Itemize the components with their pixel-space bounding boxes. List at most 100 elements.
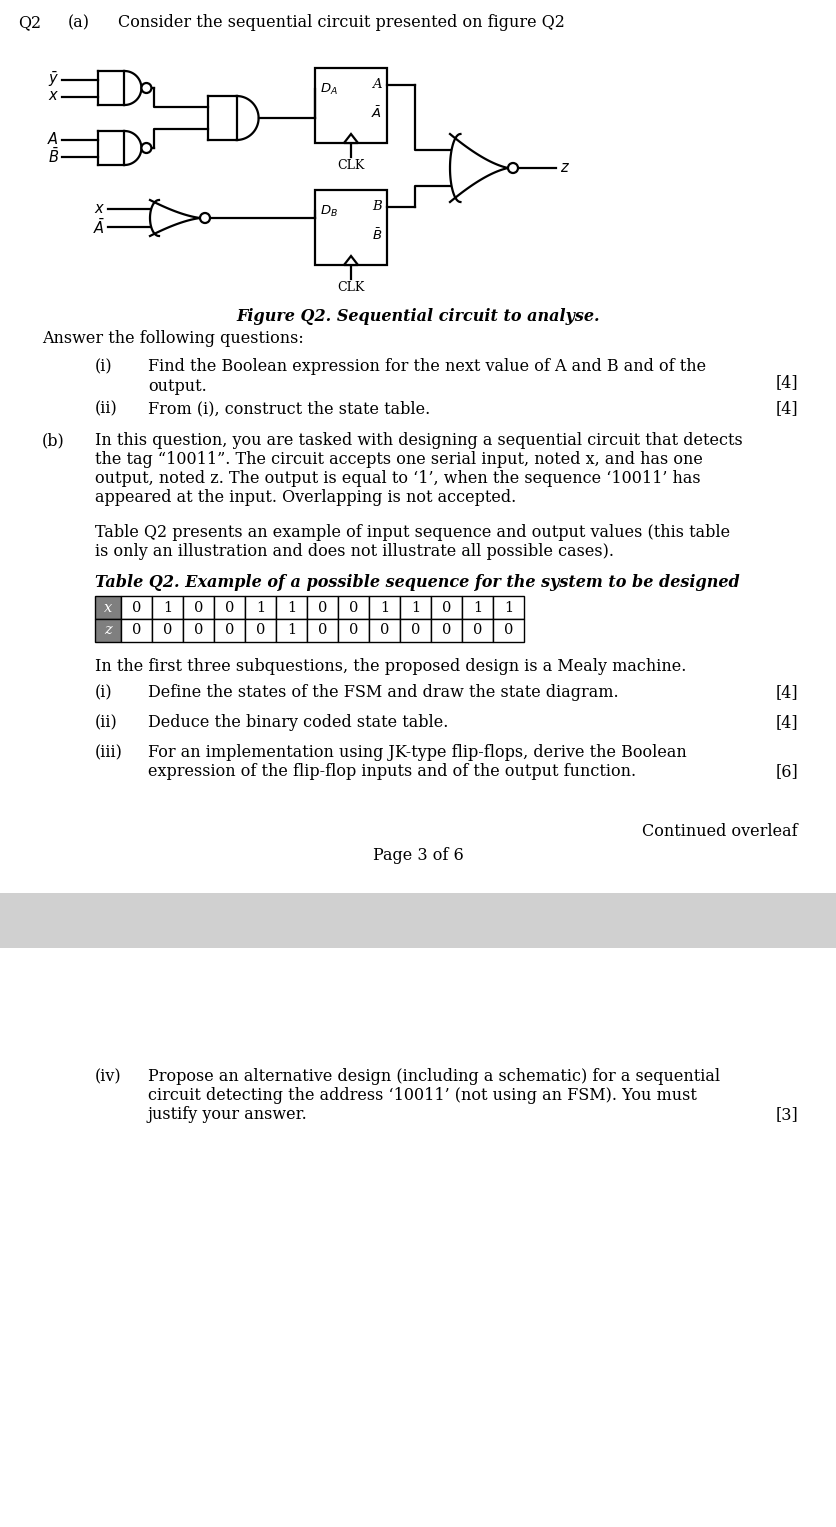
Text: output, noted z. The output is equal to ‘1’, when the sequence ‘10011’ has: output, noted z. The output is equal to …	[95, 470, 701, 487]
Text: Propose an alternative design (including a schematic) for a sequential: Propose an alternative design (including…	[148, 1067, 720, 1086]
Text: the tag “10011”. The circuit accepts one serial input, noted x, and has one: the tag “10011”. The circuit accepts one…	[95, 450, 703, 467]
Text: [6]: [6]	[775, 764, 798, 780]
Text: CLK: CLK	[337, 281, 364, 295]
Bar	[400, 618, 431, 641]
Text: A: A	[372, 78, 382, 92]
Bar	[431, 618, 462, 641]
Text: [4]: [4]	[775, 715, 798, 731]
Text: In this question, you are tasked with designing a sequential circuit that detect: In this question, you are tasked with de…	[95, 432, 742, 449]
Text: 0: 0	[349, 600, 358, 614]
Text: [4]: [4]	[775, 400, 798, 417]
Text: Table Q2. Example of a possible sequence for the system to be designed: Table Q2. Example of a possible sequence…	[95, 574, 740, 591]
Bar	[152, 596, 183, 618]
Bar	[431, 596, 462, 618]
Text: 0: 0	[318, 600, 327, 614]
Text: (b): (b)	[42, 432, 64, 449]
Text: appeared at the input. Overlapping is not accepted.: appeared at the input. Overlapping is no…	[95, 489, 517, 505]
Polygon shape	[344, 134, 358, 144]
Text: (a): (a)	[68, 14, 90, 31]
Text: Deduce the binary coded state table.: Deduce the binary coded state table.	[148, 715, 448, 731]
Text: (ii): (ii)	[95, 715, 118, 731]
Circle shape	[141, 82, 151, 93]
Text: 1: 1	[411, 600, 420, 614]
Text: Define the states of the FSM and draw the state diagram.: Define the states of the FSM and draw th…	[148, 684, 619, 701]
Text: $D_A$: $D_A$	[320, 81, 338, 96]
Text: (ii): (ii)	[95, 400, 118, 417]
Bar	[315, 69, 387, 144]
Text: For an implementation using JK-type flip-flops, derive the Boolean: For an implementation using JK-type flip…	[148, 744, 686, 760]
Text: 0: 0	[441, 623, 451, 637]
Circle shape	[141, 144, 151, 153]
Text: Q2: Q2	[18, 14, 41, 31]
Bar	[95, 618, 121, 641]
Text: (iv): (iv)	[95, 1067, 121, 1086]
Text: (i): (i)	[95, 684, 113, 701]
Text: Answer the following questions:: Answer the following questions:	[42, 330, 303, 347]
Text: $\bar{B}$: $\bar{B}$	[372, 228, 382, 243]
Text: 0: 0	[225, 623, 234, 637]
Text: $\bar{A}$: $\bar{A}$	[371, 105, 382, 121]
Bar	[338, 596, 369, 618]
Text: CLK: CLK	[337, 159, 364, 173]
Text: Consider the sequential circuit presented on figure Q2: Consider the sequential circuit presente…	[118, 14, 565, 31]
Text: Table Q2 presents an example of input sequence and output values (this table: Table Q2 presents an example of input se…	[95, 524, 730, 541]
Text: From (i), construct the state table.: From (i), construct the state table.	[148, 400, 431, 417]
Text: 1: 1	[504, 600, 513, 614]
Text: [4]: [4]	[775, 374, 798, 391]
Text: circuit detecting the address ‘10011’ (not using an FSM). You must: circuit detecting the address ‘10011’ (n…	[148, 1087, 697, 1104]
Text: 1: 1	[163, 600, 172, 614]
Bar	[245, 596, 276, 618]
Text: [3]: [3]	[775, 1106, 798, 1122]
Text: (i): (i)	[95, 357, 113, 376]
Text: B: B	[372, 200, 382, 212]
Bar	[276, 596, 307, 618]
Bar	[462, 596, 493, 618]
Text: 0: 0	[163, 623, 172, 637]
Text: 0: 0	[441, 600, 451, 614]
Bar	[245, 618, 276, 641]
Text: 0: 0	[225, 600, 234, 614]
Bar	[0, 893, 836, 948]
Bar	[276, 618, 307, 641]
Text: 0: 0	[504, 623, 513, 637]
Text: $z$: $z$	[560, 160, 570, 176]
Bar	[152, 618, 183, 641]
Text: 0: 0	[318, 623, 327, 637]
Text: 1: 1	[473, 600, 482, 614]
Bar	[369, 596, 400, 618]
Text: x: x	[104, 600, 112, 614]
Bar	[369, 618, 400, 641]
Text: $\bar{y}$: $\bar{y}$	[48, 70, 59, 89]
Text: Figure Q2. Sequential circuit to analyse.: Figure Q2. Sequential circuit to analyse…	[237, 308, 599, 325]
Text: In the first three subquestions, the proposed design is a Mealy machine.: In the first three subquestions, the pro…	[95, 658, 686, 675]
Text: $A$: $A$	[47, 131, 59, 148]
Text: Page 3 of 6: Page 3 of 6	[373, 847, 463, 864]
Bar	[307, 596, 338, 618]
Text: 0: 0	[194, 600, 203, 614]
Text: 0: 0	[132, 600, 141, 614]
Bar	[462, 618, 493, 641]
Bar	[493, 596, 524, 618]
Text: 0: 0	[132, 623, 141, 637]
Circle shape	[200, 212, 210, 223]
Text: (iii): (iii)	[95, 744, 123, 760]
Text: 1: 1	[380, 600, 389, 614]
Bar	[214, 596, 245, 618]
Bar	[121, 596, 152, 618]
Text: 0: 0	[473, 623, 482, 637]
Text: 0: 0	[380, 623, 390, 637]
Text: $\bar{B}$: $\bar{B}$	[48, 147, 59, 166]
Text: [4]: [4]	[775, 684, 798, 701]
Text: 1: 1	[287, 600, 296, 614]
Text: 1: 1	[256, 600, 265, 614]
Text: z: z	[104, 623, 112, 637]
Bar	[95, 596, 121, 618]
Text: is only an illustration and does not illustrate all possible cases).: is only an illustration and does not ill…	[95, 544, 614, 560]
Bar	[214, 618, 245, 641]
Bar	[493, 618, 524, 641]
Bar	[315, 189, 387, 266]
Text: 1: 1	[287, 623, 296, 637]
Text: Continued overleaf: Continued overleaf	[642, 823, 798, 840]
Circle shape	[508, 163, 518, 173]
Text: 0: 0	[194, 623, 203, 637]
